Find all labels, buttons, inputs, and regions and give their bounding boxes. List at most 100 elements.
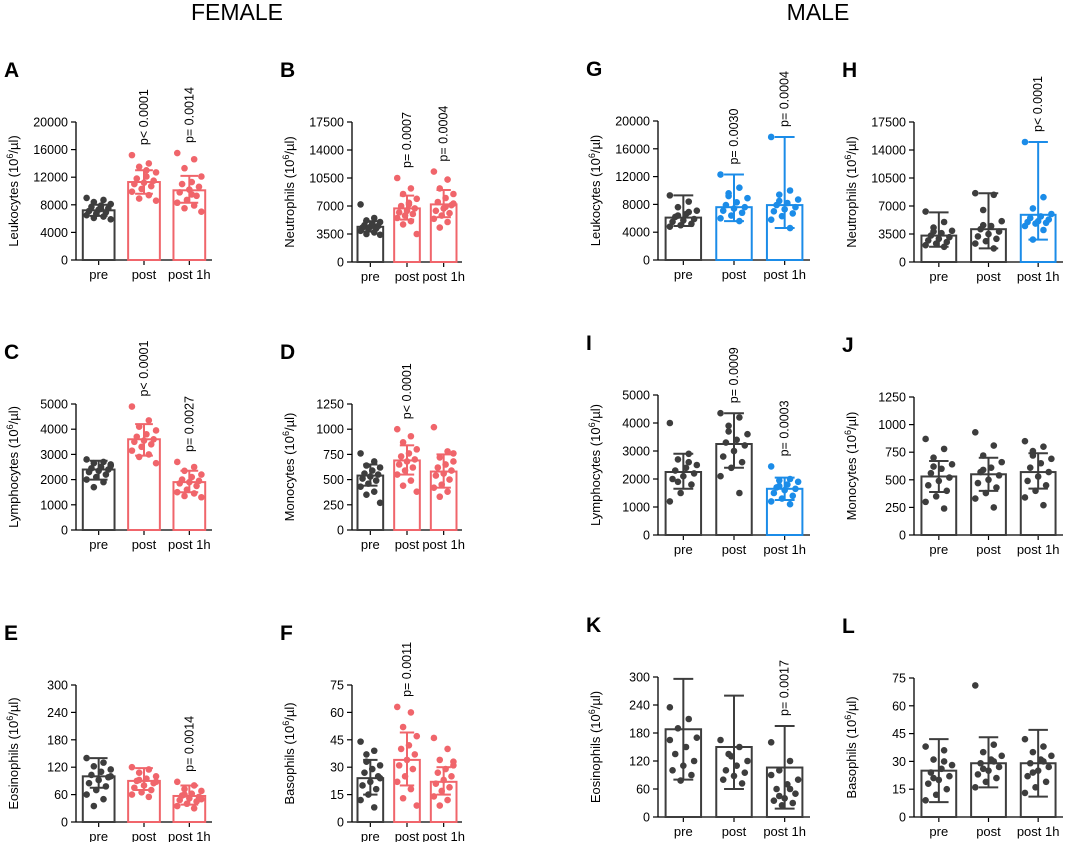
data-point: [1032, 784, 1039, 791]
data-point: [448, 773, 455, 780]
data-point: [778, 495, 786, 502]
data-point: [927, 469, 935, 477]
data-point: [376, 762, 384, 769]
data-point: [685, 715, 693, 723]
data-point: [450, 450, 457, 457]
data-point: [401, 773, 409, 780]
panel-h: H Neutrophils (106/µl) 0 3500 7000 10500 14000…: [842, 59, 1063, 284]
data-point: [924, 780, 932, 787]
data-point: [444, 796, 451, 804]
data-point: [946, 772, 953, 780]
data-point: [434, 769, 442, 776]
data-point: [979, 765, 987, 773]
data-point: [935, 235, 943, 243]
data-point: [357, 201, 364, 208]
data-point: [767, 498, 775, 505]
data-point: [722, 201, 730, 209]
data-point: [971, 240, 979, 247]
data-point: [438, 787, 446, 795]
data-point: [393, 471, 401, 478]
panel-f: F Basophils (106/µl) 0 15 30 45 60 75 pre post p= …: [280, 622, 465, 842]
data-point: [100, 795, 107, 803]
data-point: [666, 498, 674, 505]
data-point: [990, 245, 998, 252]
data-point: [932, 791, 940, 799]
data-point: [436, 756, 444, 764]
x-tick-label: pre: [89, 829, 108, 842]
data-point: [669, 475, 676, 483]
data-point: [932, 240, 940, 247]
data-point: [405, 450, 413, 457]
x-tick-label: post 1h: [763, 542, 806, 557]
panel-j: J Monocytes (106/µl) 0 250 500 750 1000 1250 pre…: [842, 334, 1063, 557]
x-tick-label: post: [395, 269, 420, 284]
data-point: [930, 774, 937, 782]
data-point: [1021, 437, 1029, 445]
data-point: [183, 196, 191, 204]
data-point: [409, 765, 417, 773]
data-point: [736, 743, 743, 751]
data-point: [411, 456, 419, 463]
y-tick-label: 7000: [316, 200, 344, 214]
data-point: [173, 458, 181, 466]
data-point: [940, 218, 948, 226]
y-tick-label: 250: [323, 498, 344, 512]
data-point: [436, 185, 444, 192]
data-point: [173, 778, 181, 786]
data-point: [444, 448, 451, 455]
panel-letter: F: [280, 622, 293, 645]
x-tick-label: post 1h: [168, 537, 211, 552]
data-point: [444, 218, 451, 226]
data-point: [717, 409, 724, 417]
y-tick-label: 12000: [33, 171, 68, 185]
y-tick-label: 4000: [622, 226, 650, 240]
y-tick-label: 10500: [871, 172, 906, 186]
data-point: [138, 443, 145, 451]
x-tick-label: post: [976, 269, 1001, 284]
panel-g: G Leukocytes (106/µl) 0 4000 8000 12000 16000 2…: [586, 58, 810, 282]
p-value-label: p= 0.0004: [437, 106, 451, 162]
data-point: [413, 488, 421, 495]
data-point: [90, 762, 98, 770]
y-tick-label: 1250: [316, 398, 344, 412]
x-tick-label: post: [722, 542, 747, 557]
y-tick-label: 1000: [878, 418, 906, 432]
data-point: [781, 486, 788, 494]
data-point: [135, 163, 143, 171]
data-point: [685, 450, 693, 458]
data-point: [135, 423, 143, 430]
data-point: [784, 199, 791, 207]
data-point: [363, 230, 370, 238]
y-tick-label: 45: [892, 727, 906, 741]
data-point: [407, 785, 415, 793]
data-point: [792, 790, 799, 797]
data-point: [374, 471, 382, 478]
y-tick-label: 750: [323, 448, 344, 462]
data-point: [1048, 210, 1055, 218]
data-point: [140, 179, 148, 187]
x-tick-label: pre: [361, 537, 380, 552]
data-point: [930, 228, 937, 235]
data-point: [728, 753, 735, 760]
y-axis-label: Monocytes (106/µl): [281, 413, 297, 522]
data-point: [990, 191, 998, 199]
data-point: [152, 169, 160, 176]
data-point: [409, 464, 417, 471]
data-point: [666, 419, 674, 427]
data-point: [685, 198, 693, 205]
data-point: [97, 768, 105, 776]
data-point: [1032, 487, 1039, 495]
data-point: [1037, 459, 1045, 467]
data-point: [794, 776, 802, 783]
data-point: [131, 784, 138, 792]
data-point: [395, 209, 403, 216]
data-point: [728, 464, 735, 472]
data-point: [930, 454, 937, 462]
data-point: [736, 489, 743, 497]
data-point: [770, 797, 778, 804]
data-point: [1045, 468, 1053, 476]
data-point: [1037, 213, 1045, 220]
data-point: [359, 475, 366, 482]
data-point: [413, 446, 421, 453]
data-point: [363, 758, 370, 766]
